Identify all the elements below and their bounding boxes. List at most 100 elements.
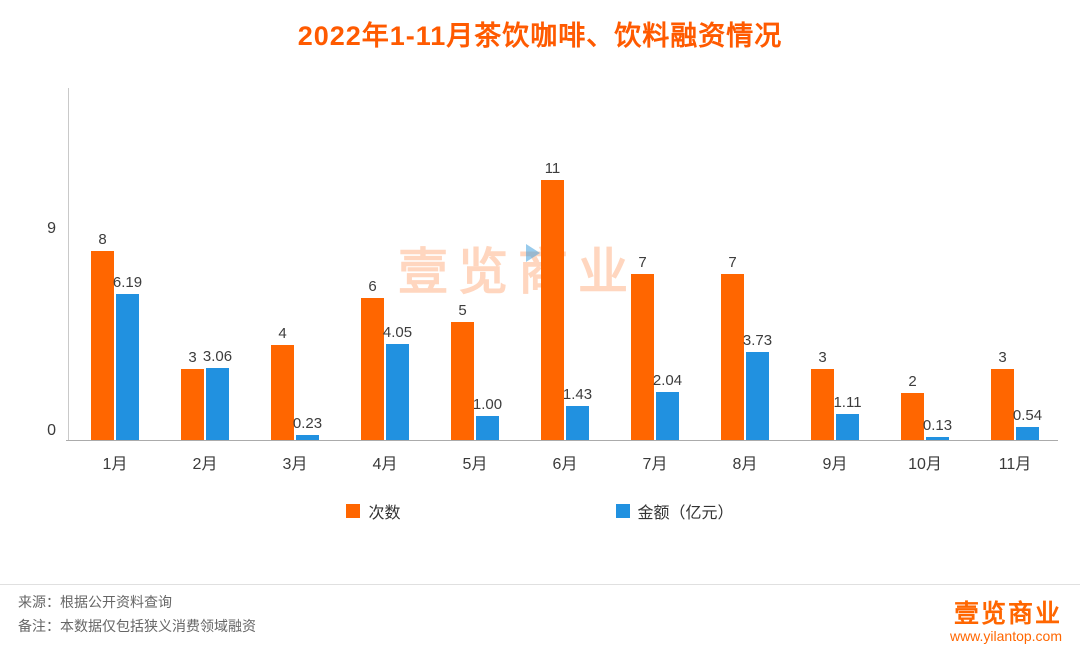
bar-group: 5 1.00 [430, 90, 520, 440]
count-value-label: 3 [998, 349, 1007, 366]
x-axis-labels: 1月 2月 3月 4月 5月 6月 7月 8月 9月 10月 11月 [70, 450, 1060, 474]
legend-label: 金额（亿元） [637, 505, 734, 522]
footer-divider [0, 584, 1080, 585]
count-bar [721, 274, 744, 440]
legend-item: 金额（亿元） [615, 499, 734, 523]
count-bar [181, 369, 204, 440]
amount-value-label: 6.19 [112, 273, 143, 291]
amount-bar [386, 344, 409, 440]
count-bar [361, 298, 384, 440]
bar-group: 7 2.04 [610, 90, 700, 440]
bar-group: 3 1.11 [790, 90, 880, 440]
y-axis-line [68, 88, 69, 440]
bar-plot-area: 8 6.19 3 3.06 4 0.23 6 4.05 5 1.00 11 1.43 7 2.04 7 3.7… [70, 90, 1060, 440]
count-bar-wrap: 7 [631, 254, 654, 440]
count-bar-wrap: 2 [901, 373, 924, 440]
count-value-label: 3 [188, 349, 197, 366]
x-axis-label: 11月 [998, 456, 1032, 473]
footer-note-text: 备注：本数据仅包括狭义消费领域融资 [18, 618, 256, 634]
amount-value-label: 0.13 [922, 416, 953, 434]
amount-bar [566, 406, 589, 440]
x-axis-label: 6月 [552, 456, 578, 473]
amount-value-label: 1.11 [833, 393, 862, 411]
count-bar-wrap: 5 [451, 302, 474, 440]
count-value-label: 2 [908, 372, 917, 390]
amount-bar-wrap: 3.06 [202, 347, 233, 440]
count-value-label: 6 [368, 278, 377, 295]
legend-item: 次数 [346, 499, 401, 523]
amount-bar [926, 436, 949, 440]
count-bar-wrap: 8 [91, 231, 114, 440]
count-bar-wrap: 7 [721, 254, 744, 440]
bar-group: 11 1.43 [520, 90, 610, 440]
amount-bar [1016, 427, 1039, 440]
count-bar-wrap: 11 [541, 160, 564, 440]
amount-value-label: 1.00 [472, 396, 503, 414]
count-bar [91, 250, 114, 440]
count-bar [901, 392, 924, 440]
x-axis-label: 9月 [822, 456, 848, 473]
count-bar [271, 345, 294, 440]
amount-bar [476, 416, 499, 440]
bar-group: 4 0.23 [250, 90, 340, 440]
count-value-label: 5 [458, 301, 467, 319]
amount-value-label: 1.43 [562, 386, 593, 404]
amount-bar [296, 434, 319, 440]
legend-swatch [346, 504, 361, 518]
count-bar [451, 321, 474, 440]
x-axis-label: 10月 [908, 456, 942, 473]
count-value-label: 8 [98, 230, 107, 248]
amount-value-label: 0.54 [1012, 407, 1043, 425]
count-value-label: 7 [728, 254, 737, 272]
bar-group: 8 6.19 [70, 90, 160, 440]
amount-bar [656, 391, 679, 440]
x-axis-label: 1月 [102, 456, 128, 473]
x-axis-label: 4月 [372, 456, 398, 473]
x-axis-label: 7月 [642, 456, 668, 473]
amount-value-label: 2.04 [652, 371, 683, 389]
count-bar-wrap: 6 [361, 278, 384, 440]
count-bar-wrap: 3 [181, 349, 204, 440]
amount-bar-wrap: 1.43 [562, 386, 593, 440]
amount-bar [836, 413, 859, 440]
amount-value-label: 3.73 [742, 331, 773, 349]
footer-source-text: 来源：根据公开资料查询 [18, 594, 172, 610]
amount-value-label: 0.23 [292, 414, 323, 432]
amount-value-label: 4.05 [382, 324, 413, 342]
count-bar-wrap: 3 [811, 349, 834, 440]
count-bar [811, 369, 834, 440]
chart-legend: 次数 金额（亿元） [0, 499, 1080, 523]
amount-bar-wrap: 4.05 [382, 324, 413, 440]
amount-bar [206, 367, 229, 440]
amount-bar-wrap: 0.13 [922, 416, 953, 440]
bar-group: 2 0.13 [880, 90, 970, 440]
amount-bar-wrap: 1.11 [833, 393, 862, 440]
x-axis-label: 2月 [192, 456, 218, 473]
count-value-label: 4 [278, 325, 287, 343]
count-bar [631, 274, 654, 440]
amount-value-label: 3.06 [202, 347, 233, 365]
count-bar [541, 179, 564, 440]
x-axis-label: 3月 [282, 456, 308, 473]
x-axis-line [66, 440, 1058, 441]
count-value-label: 3 [818, 349, 827, 366]
brand-website: www.yilantop.com [949, 628, 1062, 644]
amount-bar-wrap: 1.00 [472, 396, 503, 440]
count-value-label: 7 [638, 254, 647, 272]
count-bar [991, 369, 1014, 440]
play-icon [526, 244, 540, 262]
bar-group: 6 4.05 [340, 90, 430, 440]
count-bar-wrap: 3 [991, 349, 1014, 440]
amount-bar-wrap: 0.23 [292, 414, 323, 440]
amount-bar [746, 351, 769, 440]
x-axis-label: 8月 [732, 456, 758, 473]
amount-bar-wrap: 2.04 [652, 371, 683, 440]
bar-group: 3 0.54 [970, 90, 1060, 440]
legend-label: 次数 [368, 505, 401, 522]
amount-bar [116, 293, 139, 440]
count-value-label: 11 [544, 159, 561, 177]
brand-logo: 壹览商业 [953, 600, 1062, 628]
y-axis-tick-label: 0 [47, 422, 56, 439]
